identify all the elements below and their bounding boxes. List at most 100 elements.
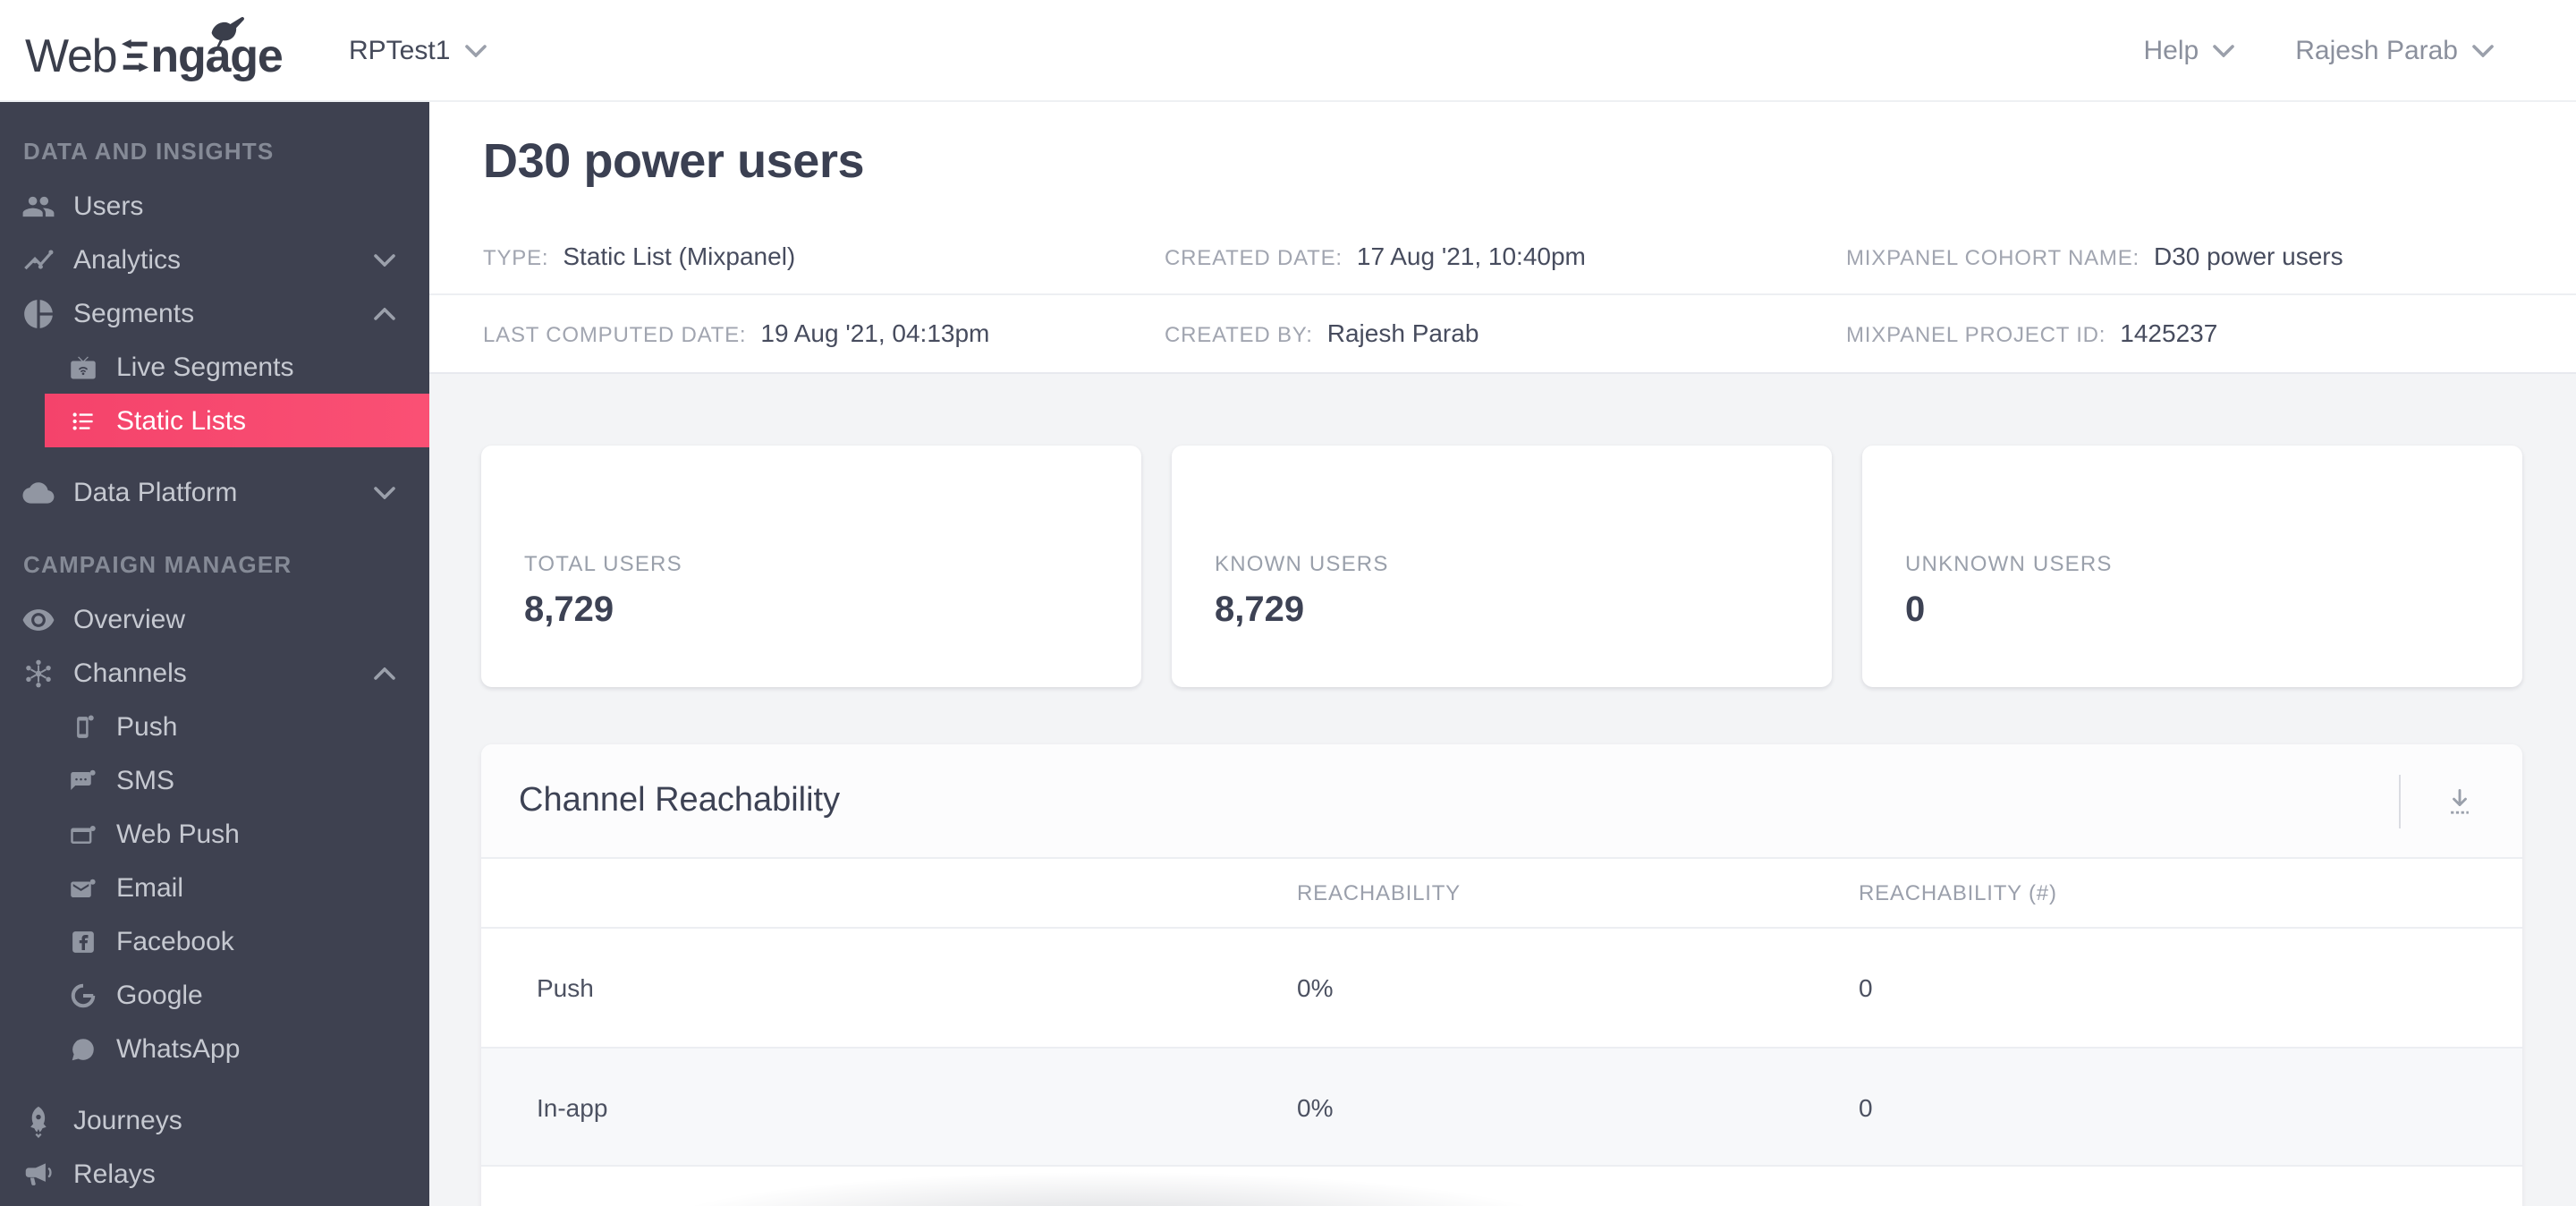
stat-value: 8,729 bbox=[1215, 590, 1305, 630]
sidebar-item-email[interactable]: Email bbox=[0, 861, 429, 914]
meta-value: Rajesh Parab bbox=[1326, 318, 1479, 347]
stat-label: TOTAL USERS bbox=[524, 551, 682, 576]
whatsapp-icon bbox=[70, 1035, 97, 1062]
sidebar-item-overview[interactable]: Overview bbox=[0, 592, 429, 646]
section-header-data-insights: DATA AND INSIGHTS bbox=[23, 138, 275, 165]
sidebar-item-whatsapp[interactable]: WhatsApp bbox=[0, 1022, 429, 1075]
sidebar-item-label: Email bbox=[116, 872, 184, 903]
sidebar-item-facebook[interactable]: Facebook bbox=[0, 914, 429, 968]
sidebar-item-label: Journeys bbox=[73, 1105, 182, 1135]
sidebar: DATA AND INSIGHTS Users Analytics Segmen… bbox=[0, 102, 429, 1206]
channels-submenu: Push SMS Web Push Email Facebook Google bbox=[0, 700, 429, 1075]
webengage-logo[interactable]: Web ngage bbox=[0, 0, 349, 100]
sidebar-item-push[interactable]: Push bbox=[0, 700, 429, 753]
sidebar-item-relays[interactable]: Relays bbox=[0, 1147, 429, 1201]
help-menu[interactable]: Help bbox=[2144, 35, 2235, 65]
user-name: Rajesh Parab bbox=[2295, 35, 2458, 65]
meta-value: Static List (Mixpanel) bbox=[563, 241, 796, 269]
users-icon bbox=[21, 189, 55, 223]
meta-last-computed-date: LAST COMPUTED DATE: 19 Aug '21, 04:13pm bbox=[483, 318, 1165, 351]
logo-text: Web ngage bbox=[25, 29, 284, 82]
channel-name: In-app bbox=[537, 1092, 608, 1121]
sidebar-item-channels[interactable]: Channels bbox=[0, 646, 429, 700]
sidebar-item-label: Web Push bbox=[116, 819, 240, 849]
sidebar-item-label: Channels bbox=[73, 658, 187, 688]
sidebar-item-live-segments[interactable]: Live Segments bbox=[0, 340, 429, 394]
cloud-icon bbox=[21, 475, 55, 509]
sidebar-item-label: Analytics bbox=[73, 244, 182, 275]
vertical-divider bbox=[2399, 774, 2401, 828]
stat-card-total-users: TOTAL USERS 8,729 bbox=[481, 446, 1141, 687]
meta-value: 17 Aug '21, 10:40pm bbox=[1356, 241, 1586, 269]
project-selector[interactable]: RPTest1 bbox=[349, 35, 487, 65]
channel-name: Push bbox=[537, 973, 594, 1002]
megaphone-icon bbox=[21, 1157, 55, 1191]
sidebar-item-label: Static Lists bbox=[116, 405, 247, 436]
sidebar-item-users[interactable]: Users bbox=[0, 179, 429, 233]
meta-created-by: CREATED BY: Rajesh Parab bbox=[1165, 318, 1846, 351]
reachability-count: 0 bbox=[1859, 973, 1873, 1002]
chevron-down-icon bbox=[374, 254, 395, 267]
sms-bubble-icon bbox=[70, 767, 97, 794]
metadata-row: LAST COMPUTED DATE: 19 Aug '21, 04:13pm C… bbox=[429, 293, 2576, 374]
meta-label: CREATED BY: bbox=[1165, 322, 1313, 347]
sidebar-item-google[interactable]: Google bbox=[0, 968, 429, 1022]
project-name: RPTest1 bbox=[349, 35, 451, 65]
column-header-reachability: REACHABILITY bbox=[1297, 880, 1461, 905]
meta-value: 19 Aug '21, 04:13pm bbox=[760, 318, 990, 347]
panel-tools bbox=[2399, 774, 2522, 828]
main-content: D30 power users TYPE: Static List (Mixpan… bbox=[429, 102, 2576, 1206]
static-lists-icon bbox=[70, 407, 97, 434]
stat-label: KNOWN USERS bbox=[1215, 551, 1389, 576]
stat-value: 8,729 bbox=[524, 590, 614, 630]
table-row: In-app 0% 0 bbox=[481, 1047, 2522, 1165]
google-icon bbox=[70, 981, 97, 1008]
chevron-up-icon bbox=[374, 308, 395, 320]
push-phone-icon bbox=[70, 713, 97, 740]
table-row-partial bbox=[481, 1165, 2522, 1206]
sidebar-item-static-lists[interactable]: Static Lists bbox=[45, 394, 429, 447]
download-button[interactable] bbox=[2444, 785, 2476, 817]
page-header: D30 power users TYPE: Static List (Mixpan… bbox=[429, 102, 2576, 374]
sidebar-item-journeys[interactable]: Journeys bbox=[0, 1093, 429, 1147]
page-body: TOTAL USERS 8,729 KNOWN USERS 8,729 UNKN… bbox=[429, 374, 2576, 1206]
user-menu[interactable]: Rajesh Parab bbox=[2295, 35, 2494, 65]
sidebar-item-analytics[interactable]: Analytics bbox=[0, 233, 429, 286]
stat-value: 0 bbox=[1905, 590, 1926, 630]
table-row: Push 0% 0 bbox=[481, 929, 2522, 1047]
panel-header: Channel Reachability bbox=[481, 744, 2522, 859]
logo-ngage: ngage bbox=[150, 29, 283, 82]
meta-value: D30 power users bbox=[2153, 241, 2343, 269]
sidebar-item-label: Segments bbox=[73, 298, 195, 328]
sidebar-item-label: Facebook bbox=[116, 926, 234, 956]
stat-card-known-users: KNOWN USERS 8,729 bbox=[1172, 446, 1832, 687]
rocket-icon bbox=[21, 1103, 55, 1137]
sidebar-item-data-platform[interactable]: Data Platform bbox=[0, 465, 429, 519]
meta-type: TYPE: Static List (Mixpanel) bbox=[483, 241, 1165, 273]
sidebar-item-label: Overview bbox=[73, 604, 186, 634]
section-header-campaign-manager: CAMPAIGN MANAGER bbox=[23, 551, 292, 578]
table-header-row: REACHABILITY REACHABILITY (#) bbox=[481, 859, 2522, 929]
sidebar-item-segments[interactable]: Segments bbox=[0, 286, 429, 340]
sidebar-item-web-push[interactable]: Web Push bbox=[0, 807, 429, 861]
stat-cards: TOTAL USERS 8,729 KNOWN USERS 8,729 UNKN… bbox=[481, 446, 2522, 687]
stat-label: UNKNOWN USERS bbox=[1905, 551, 2113, 576]
stat-card-unknown-users: UNKNOWN USERS 0 bbox=[1862, 446, 2522, 687]
sidebar-item-label: WhatsApp bbox=[116, 1033, 241, 1064]
sidebar-item-sms[interactable]: SMS bbox=[0, 753, 429, 807]
chevron-down-icon bbox=[464, 44, 487, 56]
chevron-down-icon bbox=[2472, 44, 2494, 56]
metadata-row: TYPE: Static List (Mixpanel) CREATED DATE… bbox=[429, 220, 2576, 293]
chevron-up-icon bbox=[374, 667, 395, 680]
email-envelope-icon bbox=[70, 874, 97, 901]
meta-value: 1425237 bbox=[2120, 318, 2218, 347]
sidebar-item-label: Push bbox=[116, 711, 178, 742]
segments-pie-icon bbox=[21, 296, 55, 330]
channel-reachability-panel: Channel Reachability REACHABILITY REACHA… bbox=[481, 744, 2522, 1206]
facebook-icon bbox=[70, 928, 97, 955]
list-metadata: TYPE: Static List (Mixpanel) CREATED DATE… bbox=[429, 220, 2576, 374]
logo-arrows-e-icon bbox=[122, 32, 149, 72]
panel-title: Channel Reachability bbox=[519, 781, 841, 819]
meta-label: MIXPANEL PROJECT ID: bbox=[1846, 322, 2106, 347]
